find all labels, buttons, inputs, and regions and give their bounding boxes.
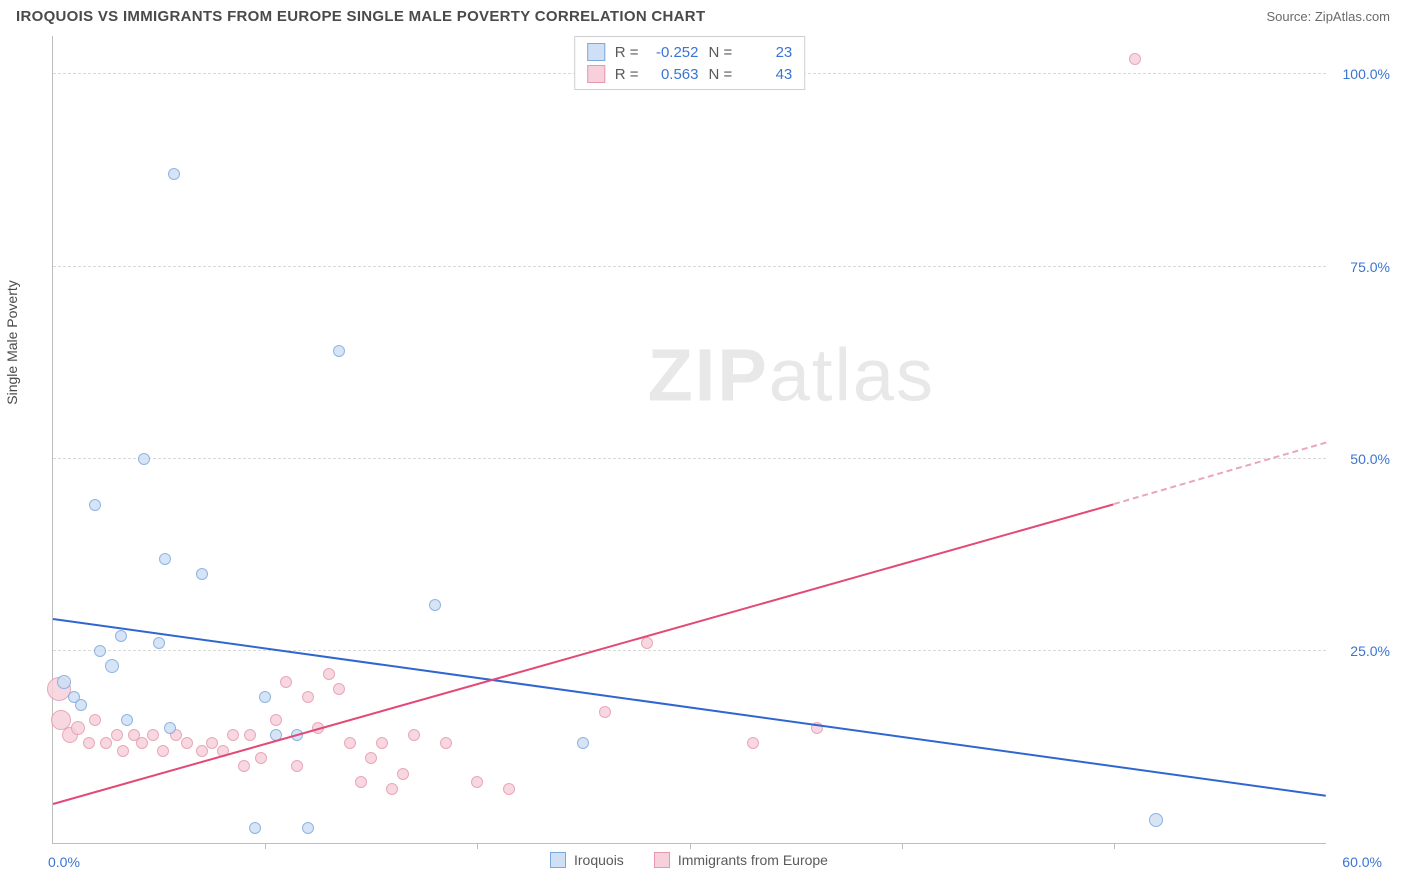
series-legend: Iroquois Immigrants from Europe xyxy=(52,852,1326,868)
x-tick xyxy=(477,843,478,849)
r-label-immigrants: R = xyxy=(615,66,639,83)
data-point-immigrants xyxy=(136,737,148,749)
watermark-zip: ZIP xyxy=(648,333,769,416)
data-point-immigrants xyxy=(440,737,452,749)
legend-item-iroquois: Iroquois xyxy=(550,852,624,868)
n-value-immigrants: 43 xyxy=(742,66,792,83)
data-point-iroquois xyxy=(94,645,106,657)
n-label-immigrants: N = xyxy=(709,66,733,83)
r-label-iroquois: R = xyxy=(615,44,639,61)
data-point-iroquois xyxy=(429,599,441,611)
data-point-immigrants xyxy=(238,760,250,772)
data-point-iroquois xyxy=(196,568,208,580)
data-point-immigrants xyxy=(365,752,377,764)
legend-row-iroquois: R = -0.252 N = 23 xyxy=(587,41,793,63)
watermark: ZIPatlas xyxy=(648,332,935,417)
gridline xyxy=(53,266,1326,267)
gridline xyxy=(53,458,1326,459)
data-point-immigrants xyxy=(227,729,239,741)
data-point-iroquois xyxy=(89,499,101,511)
series-label-immigrants: Immigrants from Europe xyxy=(678,852,828,868)
data-point-immigrants xyxy=(244,729,256,741)
data-point-iroquois xyxy=(168,168,180,180)
gridline xyxy=(53,650,1326,651)
watermark-atlas: atlas xyxy=(769,333,935,416)
data-point-iroquois xyxy=(121,714,133,726)
data-point-immigrants xyxy=(747,737,759,749)
data-point-immigrants xyxy=(323,668,335,680)
data-point-immigrants xyxy=(503,783,515,795)
data-point-immigrants xyxy=(344,737,356,749)
data-point-immigrants xyxy=(71,721,85,735)
x-label-end: 60.0% xyxy=(1342,854,1382,870)
y-tick-label: 50.0% xyxy=(1350,451,1390,467)
data-point-immigrants xyxy=(333,683,345,695)
data-point-immigrants xyxy=(471,776,483,788)
y-axis-label: Single Male Poverty xyxy=(4,280,20,405)
data-point-iroquois xyxy=(164,722,176,734)
trend-line-immigrants xyxy=(53,503,1114,805)
chart-area: Single Male Poverty ZIPatlas R = -0.252 … xyxy=(18,36,1396,882)
data-point-immigrants xyxy=(111,729,123,741)
data-point-immigrants xyxy=(386,783,398,795)
chart-source: Source: ZipAtlas.com xyxy=(1266,9,1390,24)
data-point-immigrants xyxy=(255,752,267,764)
data-point-immigrants xyxy=(181,737,193,749)
y-tick-label: 75.0% xyxy=(1350,259,1390,275)
swatch-immigrants-bottom xyxy=(654,852,670,868)
data-point-immigrants xyxy=(1129,53,1141,65)
swatch-iroquois-bottom xyxy=(550,852,566,868)
data-point-iroquois xyxy=(302,822,314,834)
r-value-immigrants: 0.563 xyxy=(649,66,699,83)
data-point-iroquois xyxy=(333,345,345,357)
data-point-iroquois xyxy=(57,675,71,689)
data-point-immigrants xyxy=(355,776,367,788)
legend-row-immigrants: R = 0.563 N = 43 xyxy=(587,63,793,85)
y-tick-label: 25.0% xyxy=(1350,643,1390,659)
data-point-iroquois xyxy=(577,737,589,749)
data-point-immigrants xyxy=(196,745,208,757)
x-tick xyxy=(1114,843,1115,849)
data-point-immigrants xyxy=(147,729,159,741)
data-point-immigrants xyxy=(376,737,388,749)
n-value-iroquois: 23 xyxy=(742,44,792,61)
data-point-immigrants xyxy=(117,745,129,757)
data-point-iroquois xyxy=(159,553,171,565)
y-tick-label: 100.0% xyxy=(1343,66,1390,82)
data-point-immigrants xyxy=(599,706,611,718)
data-point-iroquois xyxy=(153,637,165,649)
n-label-iroquois: N = xyxy=(709,44,733,61)
data-point-immigrants xyxy=(291,760,303,772)
x-tick xyxy=(902,843,903,849)
chart-title: IROQUOIS VS IMMIGRANTS FROM EUROPE SINGL… xyxy=(16,8,705,25)
data-point-immigrants xyxy=(397,768,409,780)
data-point-immigrants xyxy=(280,676,292,688)
data-point-iroquois xyxy=(115,630,127,642)
x-tick xyxy=(690,843,691,849)
data-point-immigrants xyxy=(270,714,282,726)
data-point-iroquois xyxy=(1149,813,1163,827)
data-point-iroquois xyxy=(138,453,150,465)
data-point-immigrants xyxy=(157,745,169,757)
r-value-iroquois: -0.252 xyxy=(649,44,699,61)
data-point-immigrants xyxy=(83,737,95,749)
data-point-iroquois xyxy=(75,699,87,711)
data-point-immigrants xyxy=(100,737,112,749)
trend-line-immigrants-ext xyxy=(1114,441,1327,504)
correlation-legend: R = -0.252 N = 23 R = 0.563 N = 43 xyxy=(574,36,806,90)
data-point-iroquois xyxy=(105,659,119,673)
data-point-immigrants xyxy=(641,637,653,649)
data-point-immigrants xyxy=(302,691,314,703)
data-point-immigrants xyxy=(89,714,101,726)
chart-header: IROQUOIS VS IMMIGRANTS FROM EUROPE SINGL… xyxy=(0,0,1406,29)
series-label-iroquois: Iroquois xyxy=(574,852,624,868)
swatch-immigrants xyxy=(587,65,605,83)
data-point-iroquois xyxy=(259,691,271,703)
x-tick xyxy=(265,843,266,849)
data-point-iroquois xyxy=(249,822,261,834)
legend-item-immigrants: Immigrants from Europe xyxy=(654,852,828,868)
swatch-iroquois xyxy=(587,43,605,61)
plot-region: ZIPatlas R = -0.252 N = 23 R = 0.563 N =… xyxy=(52,36,1326,844)
data-point-immigrants xyxy=(408,729,420,741)
